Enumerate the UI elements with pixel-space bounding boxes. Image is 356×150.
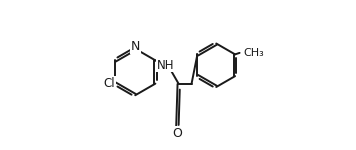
Text: NH: NH bbox=[157, 59, 174, 72]
Text: CH₃: CH₃ bbox=[244, 48, 265, 58]
Text: Cl: Cl bbox=[104, 77, 115, 90]
Text: N: N bbox=[131, 40, 140, 53]
Text: O: O bbox=[172, 127, 182, 140]
